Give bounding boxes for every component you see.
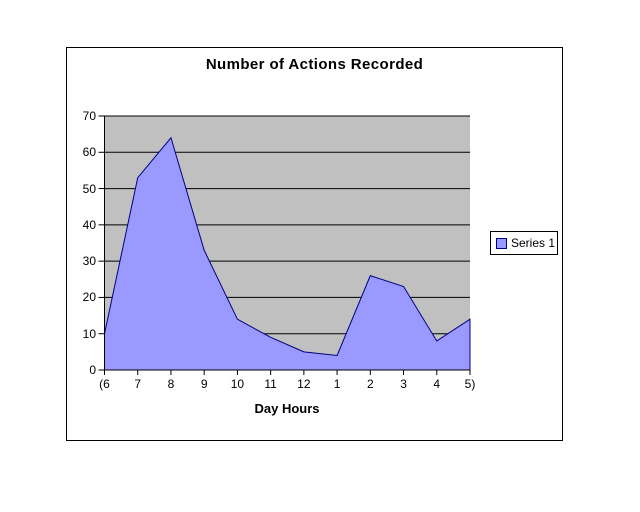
y-tick-label: 40 xyxy=(82,217,96,232)
chart-title: Number of Actions Recorded xyxy=(205,56,424,73)
y-tick-label: 10 xyxy=(82,326,96,341)
legend-series-label: Series 1 xyxy=(511,236,556,250)
x-tick-label: (6 xyxy=(99,377,110,391)
x-tick-label: 3 xyxy=(400,377,407,391)
x-tick-label: 2 xyxy=(366,377,374,391)
x-tick-label: 4 xyxy=(433,377,441,391)
y-tick-label: 60 xyxy=(82,145,96,160)
y-tick-label: 0 xyxy=(89,363,96,377)
legend: Series 1 xyxy=(490,231,558,255)
y-tick-label: 20 xyxy=(82,290,96,305)
x-tick-label: 8 xyxy=(167,377,175,391)
series-area xyxy=(104,136,471,371)
y-tick-label: 50 xyxy=(82,181,96,196)
legend-series-marker-icon xyxy=(496,237,507,249)
x-tick-label: 7 xyxy=(134,377,142,391)
y-tick-label: 30 xyxy=(82,254,96,269)
x-tick-label: 9 xyxy=(200,377,208,391)
x-tick-label: 10 xyxy=(230,377,245,391)
x-tick-label: 5) xyxy=(464,377,476,391)
x-axis-title: Day Hours xyxy=(254,401,320,416)
x-tick-label: 12 xyxy=(297,377,311,391)
x-tick-label: 11 xyxy=(264,377,277,391)
x-tick-label: 1 xyxy=(333,377,341,391)
y-tick-label: 70 xyxy=(82,109,96,123)
